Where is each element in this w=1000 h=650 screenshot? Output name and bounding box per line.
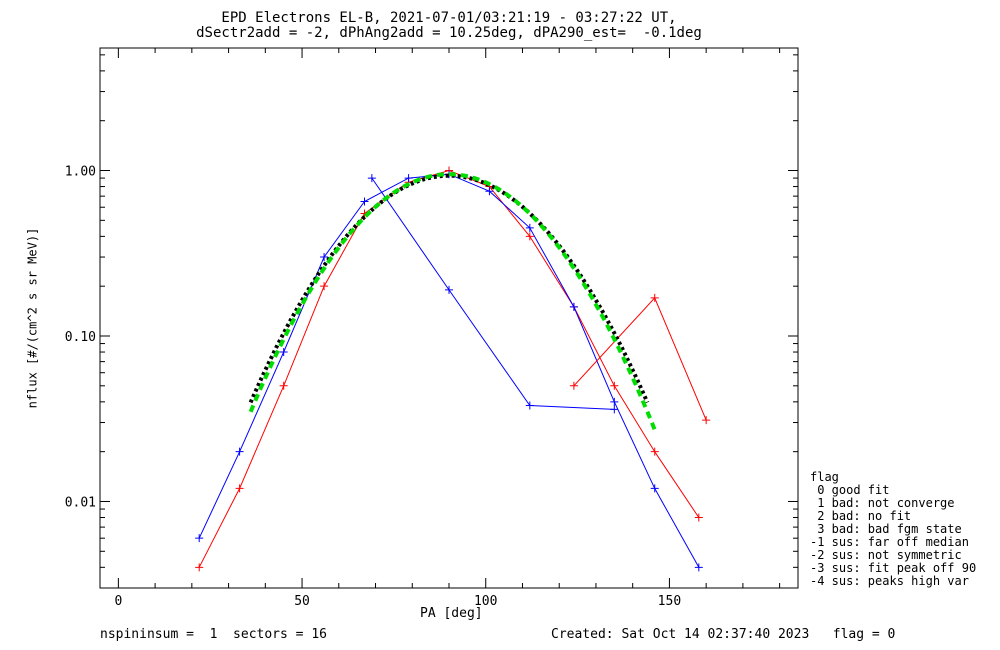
data-point-marker — [610, 397, 619, 406]
footer-right-info: Created: Sat Oct 14 02:37:40 2023 flag =… — [551, 627, 896, 642]
y-tick-label: 1.00 — [65, 165, 96, 180]
data-point-marker — [569, 302, 578, 311]
data-point-marker — [485, 187, 494, 196]
fit-curve-1 — [248, 172, 657, 431]
chart-marks — [195, 166, 711, 572]
data-point-marker — [525, 401, 534, 410]
legend-entry: -2 sus: not symmetric — [810, 548, 962, 562]
data-point-marker — [569, 381, 578, 390]
data-point-marker — [235, 447, 244, 456]
legend-entry: -1 sus: far off median — [810, 535, 969, 549]
data-point-marker — [694, 563, 703, 572]
data-point-marker — [694, 513, 703, 522]
legend-entry: -4 sus: peaks high var — [810, 574, 969, 588]
y-tick-label: 0.10 — [65, 330, 96, 345]
footer-left-info: nspininsum = 1 sectors = 16 — [100, 627, 327, 642]
x-tick-label: 150 — [658, 594, 681, 609]
data-point-marker — [525, 232, 534, 241]
chart-axes: 0 50 100 150 0.01 0.10 1.00 — [65, 48, 798, 609]
legend-title: flag — [810, 470, 839, 484]
x-axis-label: PA [deg] — [420, 606, 483, 621]
legend-entry: 3 bad: bad fgm state — [810, 522, 962, 536]
legend-entry: 1 bad: not converge — [810, 496, 955, 510]
y-axis-label: nflux [#/(cm^2 s sr MeV)] — [25, 227, 40, 409]
chart-title-line2: dSectr2add = -2, dPhAng2add = 10.25deg, … — [196, 25, 702, 41]
data-point-marker — [360, 197, 369, 206]
series-line-2 — [371, 177, 615, 410]
x-tick-label: 100 — [474, 594, 497, 609]
data-point-marker — [235, 484, 244, 493]
data-point-marker — [404, 174, 413, 183]
data-point-marker — [525, 223, 534, 232]
series-line-1 — [198, 173, 700, 568]
data-point-marker — [650, 447, 659, 456]
data-point-marker — [195, 534, 204, 543]
data-point-marker — [702, 416, 711, 425]
plot-frame — [99, 47, 799, 589]
chart-title-line1: EPD Electrons EL-B, 2021-07-01/03:21:19 … — [221, 10, 677, 26]
x-tick-label: 50 — [294, 594, 310, 609]
data-point-marker — [320, 253, 329, 262]
series-line-0 — [198, 169, 700, 568]
data-point-marker — [650, 293, 659, 302]
legend-entry: 0 good fit — [810, 483, 890, 497]
data-point-marker — [445, 285, 453, 294]
data-point-marker — [610, 381, 619, 390]
data-point-marker — [650, 484, 659, 493]
series-group — [195, 166, 711, 572]
series-line-3 — [573, 296, 707, 421]
y-tick-label: 0.01 — [65, 495, 96, 510]
data-point-marker — [367, 174, 376, 183]
legend-entry: 2 bad: no fit — [810, 509, 912, 523]
x-tick-label: 0 — [114, 594, 122, 609]
data-point-marker — [195, 563, 204, 572]
flag-legend: flag 0 good fit 1 bad: not converge 2 ba… — [810, 471, 976, 588]
data-point-marker — [610, 405, 619, 414]
legend-entry: -3 sus: fit peak off 90 — [810, 561, 977, 575]
data-point-marker — [279, 348, 288, 357]
data-point-marker — [279, 381, 288, 390]
data-point-marker — [320, 282, 329, 291]
